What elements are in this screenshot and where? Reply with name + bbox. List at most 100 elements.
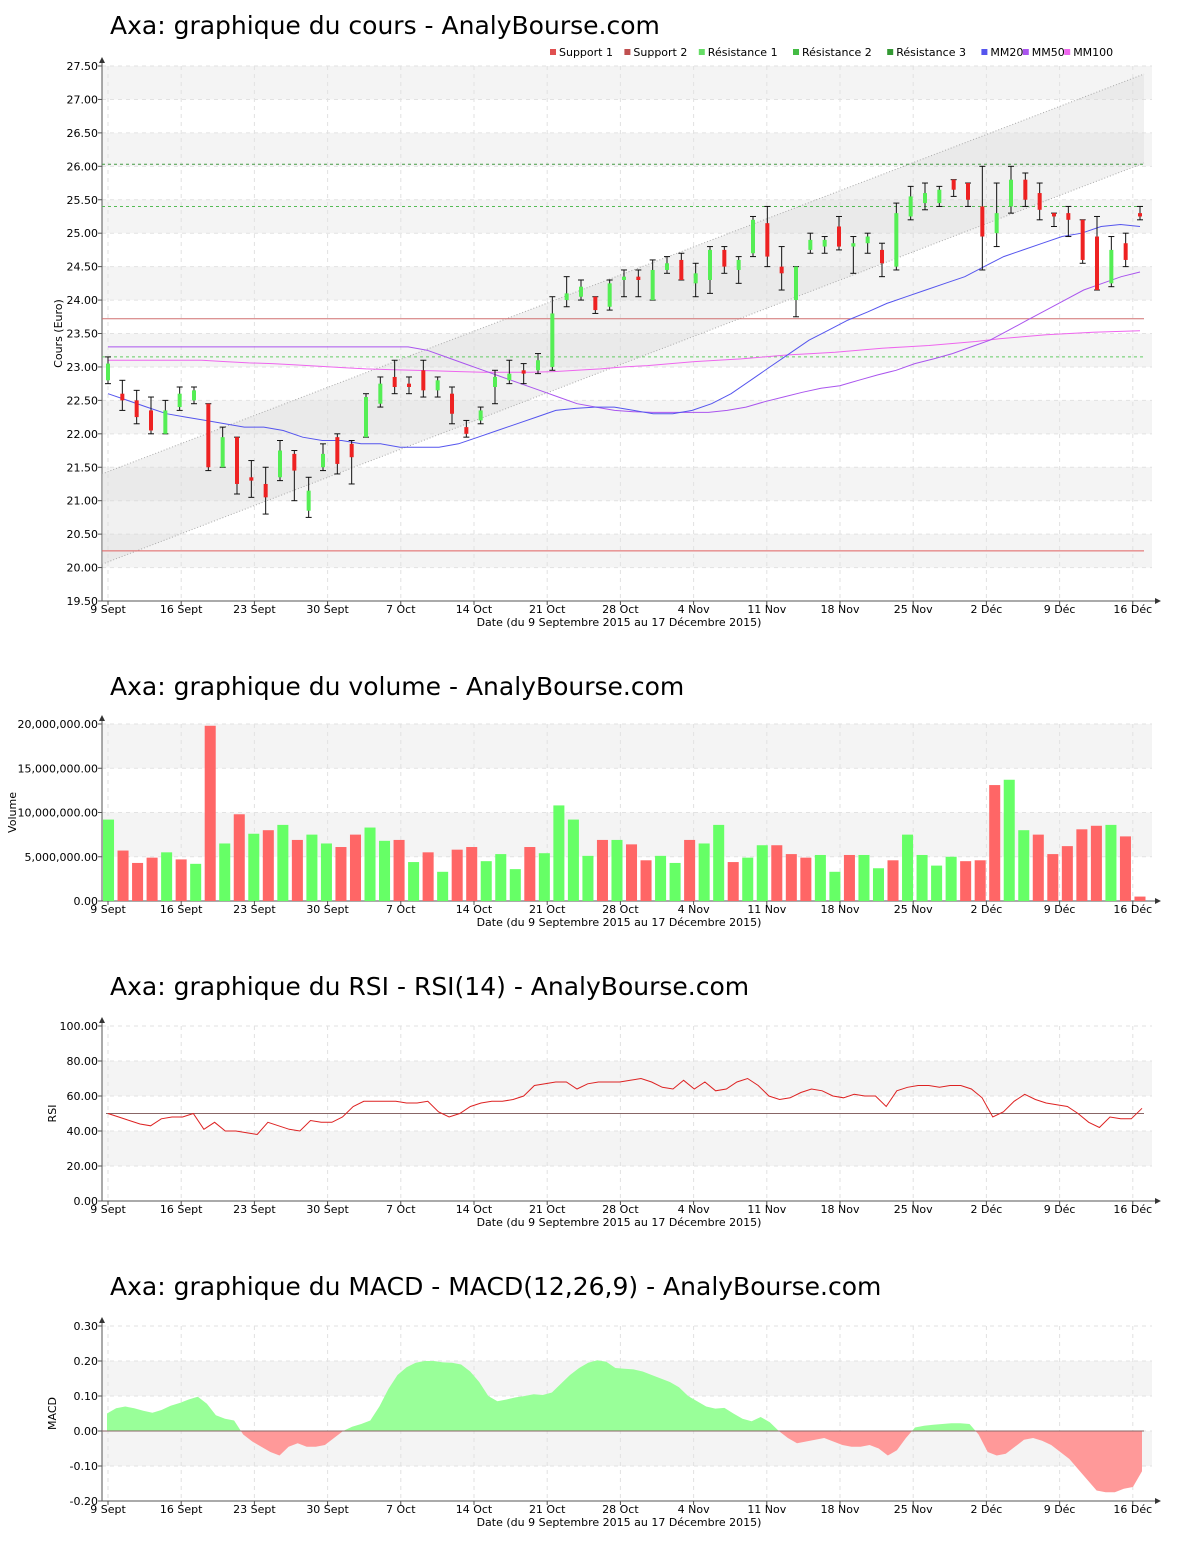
volume-bar xyxy=(277,824,289,901)
volume-bar xyxy=(989,785,1001,901)
candle-body xyxy=(292,453,297,471)
volume-bar xyxy=(1090,825,1102,901)
y-tick-label: 27.00 xyxy=(67,93,99,106)
volume-bar xyxy=(800,857,812,901)
volume-bar xyxy=(1032,834,1044,901)
candle-body xyxy=(865,236,870,244)
macd-chart-panel: Axa: graphique du MACD - MACD(12,26,9) -… xyxy=(46,1272,1161,1529)
price-chart-panel: Axa: graphique du cours - AnalyBourse.co… xyxy=(52,11,1161,629)
volume-bar xyxy=(756,845,768,901)
candle-body xyxy=(521,370,526,374)
y-tick-label: 22.00 xyxy=(67,428,99,441)
x-tick-label: 11 Nov xyxy=(747,1503,786,1516)
volume-bar xyxy=(553,805,565,901)
x-tick-label: 25 Nov xyxy=(894,603,933,616)
volume-bar xyxy=(495,854,507,901)
candle-body xyxy=(120,393,125,401)
candle-body xyxy=(923,193,927,204)
volume-bar xyxy=(974,860,986,901)
macd-negative-area xyxy=(975,1431,1142,1493)
macd-negative-area xyxy=(778,1431,912,1456)
x-tick-label: 25 Nov xyxy=(894,1503,933,1516)
candle-body xyxy=(321,453,325,468)
y-tick-label: 20.00 xyxy=(67,562,99,575)
candle-body xyxy=(177,393,182,408)
volume-bar xyxy=(248,833,260,901)
candle-body xyxy=(765,223,770,257)
x-tick-label: 18 Nov xyxy=(821,603,860,616)
chart-band xyxy=(102,467,1152,501)
x-tick-label: 25 Nov xyxy=(894,1203,933,1216)
y-tick-label: 20.00 xyxy=(67,1160,99,1173)
x-tick-label: 2 Déc xyxy=(971,1503,1003,1516)
volume-bar xyxy=(175,859,187,901)
candle-body xyxy=(966,183,970,200)
volume-bar xyxy=(132,862,144,901)
volume-bar xyxy=(524,847,536,901)
volume-bar xyxy=(233,814,245,901)
candle-body xyxy=(980,206,985,237)
x-tick-label: 21 Oct xyxy=(529,903,566,916)
macd-negative-area xyxy=(240,1431,344,1456)
volume-bar xyxy=(1061,846,1073,901)
candle-body xyxy=(421,370,426,391)
y-tick-label: 20.50 xyxy=(67,528,99,541)
y-tick-label: 24.00 xyxy=(67,294,99,307)
candle-body xyxy=(493,376,497,387)
volume-bar xyxy=(262,830,274,901)
y-axis-arrow xyxy=(99,715,105,721)
x-tick-label: 18 Nov xyxy=(821,903,860,916)
legend-swatch xyxy=(1064,49,1071,55)
candle-body xyxy=(908,196,913,217)
y-tick-label: 40.00 xyxy=(67,1125,99,1138)
x-tick-label: 14 Oct xyxy=(456,1503,493,1516)
legend-label: Support 2 xyxy=(633,46,687,59)
y-tick-label: 21.50 xyxy=(67,461,99,474)
x-tick-label: 30 Sept xyxy=(306,1503,349,1516)
y-tick-label: 27.50 xyxy=(67,60,99,73)
x-tick-label: 21 Oct xyxy=(529,1203,566,1216)
volume-bar xyxy=(466,847,478,901)
x-tick-label: 7 Oct xyxy=(386,603,416,616)
x-tick-label: 11 Nov xyxy=(747,603,786,616)
y-axis-label: Volume xyxy=(6,792,19,833)
x-axis-arrow xyxy=(1155,1198,1161,1204)
chart-title: Axa: graphique du MACD - MACD(12,26,9) -… xyxy=(110,1272,881,1301)
chart-title: Axa: graphique du volume - AnalyBourse.c… xyxy=(110,672,684,701)
volume-bar xyxy=(480,861,492,901)
y-tick-label: 21.00 xyxy=(67,495,99,508)
volume-bar xyxy=(829,871,841,901)
chart-band xyxy=(102,724,1152,769)
candle-body xyxy=(235,437,239,484)
macd-positive-area xyxy=(912,1423,976,1431)
candle-body xyxy=(364,397,368,438)
candle-body xyxy=(1080,219,1085,260)
x-tick-label: 28 Oct xyxy=(602,1503,639,1516)
volume-bar xyxy=(349,834,361,901)
candle-body xyxy=(564,293,569,301)
candle-body xyxy=(464,427,469,434)
y-tick-label: 100.00 xyxy=(60,1020,99,1033)
y-tick-label: 60.00 xyxy=(67,1090,99,1103)
volume-bar xyxy=(596,839,608,901)
legend-swatch xyxy=(1022,49,1029,55)
x-tick-label: 11 Nov xyxy=(747,1203,786,1216)
trend-channel-upper xyxy=(101,73,1145,475)
volume-bar xyxy=(626,844,638,901)
candle-body xyxy=(622,276,626,280)
y-tick-label: 23.00 xyxy=(67,361,99,374)
y-tick-label: 5,000,000.00 xyxy=(25,851,98,864)
chart-band xyxy=(102,1061,1152,1096)
volume-bar xyxy=(843,854,855,901)
volume-bar xyxy=(538,853,550,901)
candle-body xyxy=(1138,213,1142,217)
trend-channel-lower xyxy=(101,162,1145,565)
volume-bar xyxy=(451,849,463,901)
x-tick-label: 16 Sept xyxy=(160,603,203,616)
candle-body xyxy=(536,360,540,371)
volume-bar xyxy=(582,855,594,901)
y-axis-arrow xyxy=(99,1317,105,1323)
x-tick-label: 30 Sept xyxy=(306,1203,349,1216)
y-tick-label: 15,000,000.00 xyxy=(18,762,98,775)
rsi-line xyxy=(107,1077,1143,1136)
